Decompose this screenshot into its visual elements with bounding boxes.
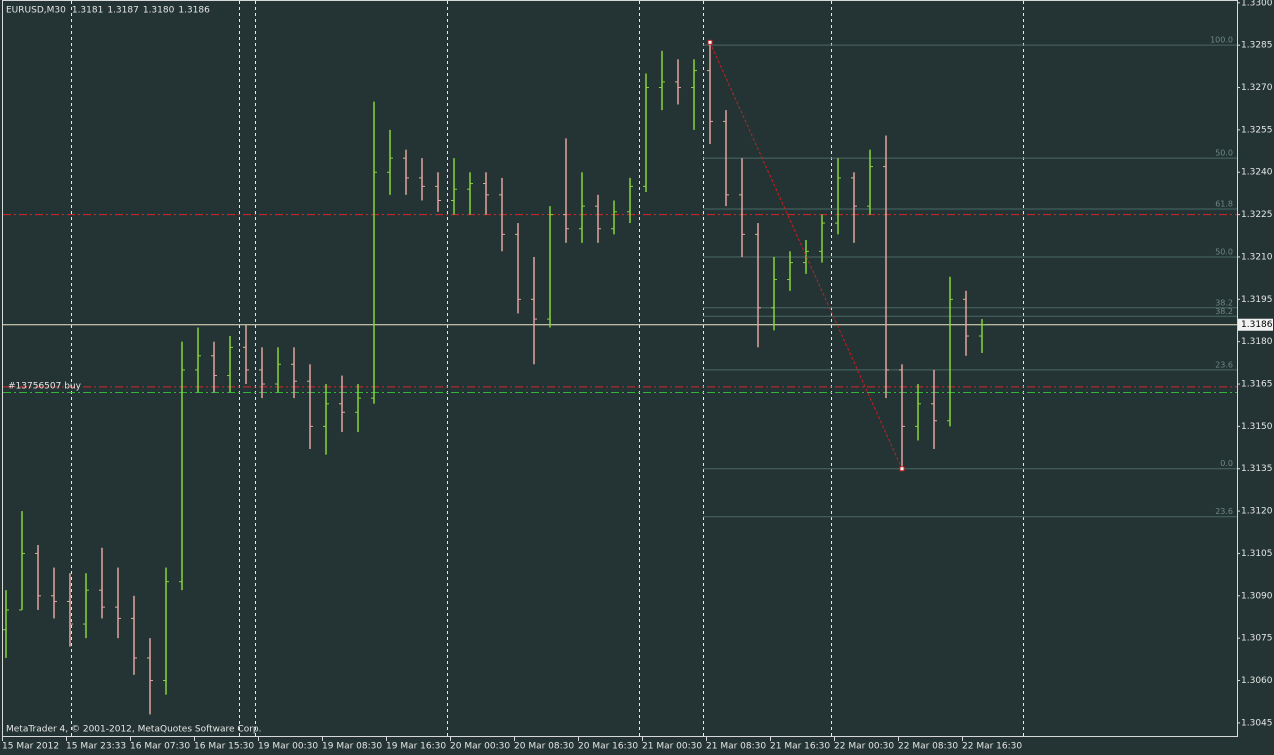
y-tick-label: 1.3255 <box>1241 125 1273 135</box>
y-tick-label: 1.3150 <box>1241 422 1273 432</box>
fib-label: 23.6 <box>1215 360 1233 369</box>
y-tick-label: 1.3225 <box>1241 210 1273 220</box>
y-tick-label: 1.3135 <box>1241 464 1273 474</box>
x-tick-label: 16 Mar 07:30 <box>130 742 190 752</box>
fib-label: 50.0 <box>1215 149 1233 158</box>
x-tick-label: 19 Mar 00:30 <box>258 742 318 752</box>
fib-label: 50.0 <box>1215 247 1233 256</box>
fib-label: 38.2 <box>1215 307 1233 316</box>
footer: MetaTrader 4, © 2001-2012, MetaQuotes So… <box>6 725 262 735</box>
x-tick-label: 15 Mar 23:33 <box>66 742 126 752</box>
y-tick-label: 1.3285 <box>1241 41 1273 51</box>
y-tick-label: 1.3180 <box>1241 337 1273 347</box>
x-tick-label: 21 Mar 16:30 <box>770 742 830 752</box>
trend-anchor <box>899 466 905 472</box>
x-tick-label: 20 Mar 16:30 <box>578 742 638 752</box>
period-separators <box>71 1 1024 736</box>
x-tick-label: 21 Mar 00:30 <box>642 742 702 752</box>
x-tick-label: 22 Mar 16:30 <box>962 742 1022 752</box>
order-label: #13756507 buy <box>8 381 82 391</box>
y-tick-label: 1.3300 <box>1241 0 1273 8</box>
y-tick-label: 1.3195 <box>1241 295 1273 305</box>
x-tick-label: 20 Mar 00:30 <box>450 742 510 752</box>
y-tick-label: 1.3075 <box>1241 634 1273 644</box>
x-tick-label: 16 Mar 15:30 <box>194 742 254 752</box>
x-tick-label: 21 Mar 08:30 <box>706 742 766 752</box>
x-tick-label: 19 Mar 16:30 <box>386 742 446 752</box>
y-tick-label: 1.3120 <box>1241 507 1273 517</box>
x-tick-label: 22 Mar 00:30 <box>834 742 894 752</box>
y-tick-label: 1.3210 <box>1241 252 1273 262</box>
current-price-label: 1.3186 <box>1241 320 1273 330</box>
header-value: 1.3181 <box>72 6 104 16</box>
fib-label: 23.6 <box>1215 507 1233 516</box>
x-tick-label: 22 Mar 08:30 <box>898 742 958 752</box>
x-tick-label: 20 Mar 08:30 <box>514 742 574 752</box>
y-tick-label: 1.3240 <box>1241 168 1273 178</box>
x-tick-label: 15 Mar 2012 <box>2 742 59 752</box>
y-tick-label: 1.3270 <box>1241 83 1273 93</box>
current-price-box <box>1238 318 1273 331</box>
x-tick-label: 19 Mar 08:30 <box>322 742 382 752</box>
fib-label: 100.0 <box>1210 36 1233 45</box>
fib-label: 38.2 <box>1215 298 1233 307</box>
fib-label: 61.8 <box>1215 199 1233 208</box>
header-value: 1.3187 <box>107 6 139 16</box>
trend-anchor <box>707 39 713 45</box>
chart-title: EURUSD,M30 <box>6 6 66 16</box>
plot-frame <box>2 0 1238 737</box>
y-tick-label: 1.3060 <box>1241 676 1273 686</box>
fib-label: 0.0 <box>1220 459 1233 468</box>
header-value: 1.3186 <box>178 6 210 16</box>
trendline <box>709 42 903 469</box>
y-tick-label: 1.3090 <box>1241 591 1273 601</box>
y-tick-label: 1.3105 <box>1241 549 1273 559</box>
y-tick-label: 1.3045 <box>1241 718 1273 728</box>
y-tick-label: 1.3165 <box>1241 380 1273 390</box>
header-value: 1.3180 <box>143 6 175 16</box>
